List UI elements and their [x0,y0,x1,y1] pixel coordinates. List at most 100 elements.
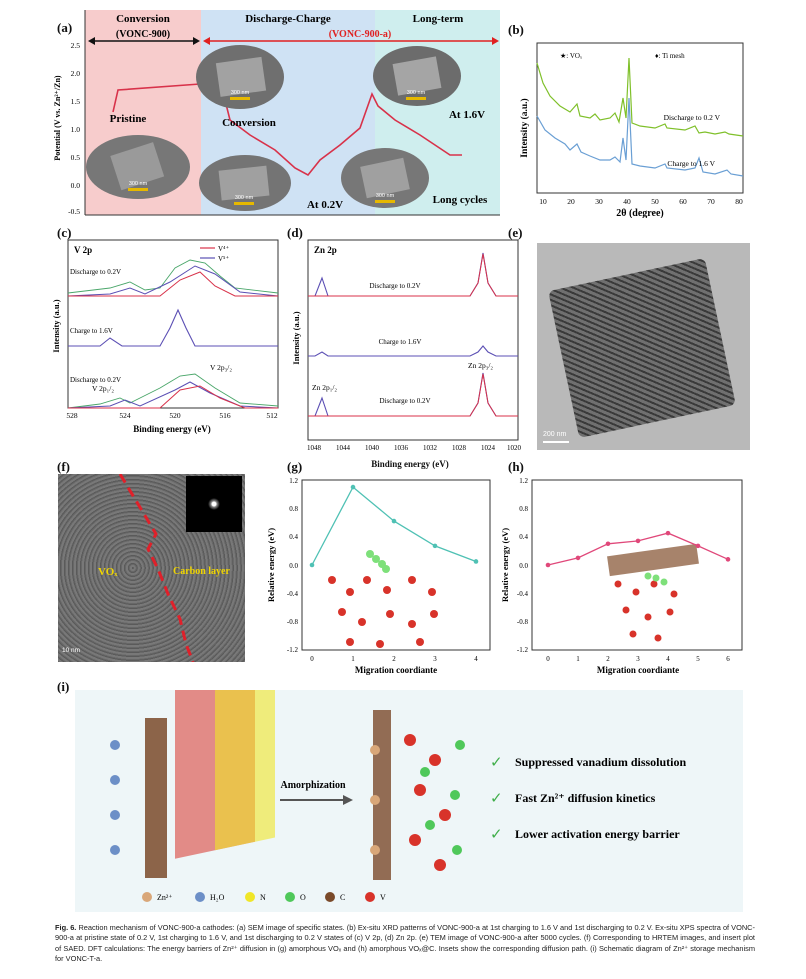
check-icon: ✓ [490,827,503,843]
xtick: 1048 [307,444,322,452]
ytick: 0.0 [519,562,528,570]
xtick: 3 [636,655,640,663]
xtick: 1040 [365,444,380,452]
xtick: 524 [119,411,131,420]
data-point [695,543,701,549]
amorphous-structure [370,710,465,880]
series-label-discharge: Discharge to 0.2 V [664,113,721,122]
panel-b-xlabel: 2θ (degree) [616,208,664,218]
check-icon: ✓ [490,755,503,771]
data-point [605,541,611,547]
ytick: 0.8 [519,505,528,513]
benefit-3: Lower activation energy barrier [515,827,680,841]
scalebar-label: 300 nm [129,181,148,187]
panel-d-xps-zn2p: Intensity (a.u.) Zn 2p Discharge to 0.2V… [291,239,522,452]
panel-c-xticks: 528 524 520 516 512 [66,411,278,420]
xtick: 528 [66,411,78,420]
data-point [575,555,581,561]
panel-d-ylabel: Intensity (a.u.) [291,311,301,364]
xrd-series-charge [536,97,744,177]
panel-f-letter: (f) [57,459,70,474]
panel-b-ylabel: Intensity (a.u.) [519,98,530,157]
series-label-charge: Charge to 1.6 V [667,159,715,168]
xtick: 30 [595,197,603,206]
sem-inset-long-cycles: 300 nm [341,148,429,208]
figure-caption: Fig. 6. Reaction mechanism of VONC-900-a… [55,923,755,965]
xtick: 50 [651,197,659,206]
legend-c: C [340,893,345,902]
ytick: 1.2 [289,477,298,485]
tem-particle [548,258,736,438]
scalebar [543,441,569,443]
label-carbon-layer: Carbon layer [173,566,230,577]
peak-label-v2p1: V 2p₁/₂ [92,384,114,393]
benefit-2: Fast Zn²⁺ diffusion kinetics [515,791,656,805]
data-point [309,562,315,568]
ytick: 1.0 [71,125,81,134]
panel-a-ylabel: Potential (V vs. Zn²⁺/Zn) [53,75,62,160]
label-long-cycles: Long cycles [433,194,488,206]
legend-h2o: H₂O [210,893,225,902]
legend-zn: Zn²⁺ [157,893,173,902]
ytick: 2.0 [71,69,81,78]
sem-inset-0-2v: 300 nm [199,155,291,211]
saed-inset [186,476,242,532]
panel-g-xlabel: Migration coordiante [355,665,437,675]
panel-d-title: Zn 2p [314,245,337,255]
legend-v5: V⁵⁺ [218,255,229,263]
panel-g-energy: Relative energy (eV) 1.2 0.8 0.4 0.0 -0.… [266,477,491,675]
data-point [391,518,397,524]
atom-structure-inset [607,543,699,642]
stage-conversion: Conversion [116,13,170,25]
xtick: 10 [539,197,547,206]
panel-h-yticks: 1.2 0.8 0.4 0.0 -0.4 -0.8 -1.2 [517,477,529,654]
panel-b-letter: (b) [508,22,524,37]
panel-h-ylabel: Relative energy (eV) [500,528,510,602]
ytick: -0.8 [287,618,299,626]
energy-points-g [309,484,479,568]
ytick: 2.5 [71,41,81,50]
xtick: 1032 [423,444,438,452]
ytick: -0.5 [68,207,80,216]
panel-g-xticks: 0 1 2 3 4 [310,655,478,663]
legend-v4: V⁴⁺ [218,245,229,253]
xtick: 1028 [452,444,467,452]
panel-h-letter: (h) [508,459,524,474]
trace-label-2: Charge to 1.6V [379,338,422,346]
label-vox: VOₓ [98,566,118,578]
xtick: 1024 [481,444,496,452]
xtick: 520 [169,411,181,420]
xtick: 1020 [507,444,522,452]
panel-d-letter: (d) [287,225,303,240]
data-point [350,484,356,490]
trace-label-3: Discharge to 0.2V [380,397,431,405]
energy-curve-g [311,486,477,566]
scalebar-label: 10 nm [62,647,81,654]
xtick: 70 [707,197,715,206]
data-point [665,530,671,536]
hrtem-image: VOₓ Carbon layer 10 nm [58,474,245,662]
panel-c-xlabel: Binding energy (eV) [133,424,211,434]
panel-h-energy: Relative energy (eV) 1.2 0.8 0.4 0.0 -0.… [500,477,743,675]
panel-c-ylabel: Intensity (a.u.) [51,299,61,352]
xtick: 3 [433,655,437,663]
ytick: -1.2 [517,646,529,654]
xtick: 4 [474,655,478,663]
scalebar-label: 300 nm [407,90,426,96]
tem-image: 200 nm [537,243,750,450]
xtick: 2 [606,655,610,663]
benefit-1: Suppressed vanadium dissolution [515,755,687,769]
data-point [635,538,641,544]
xtick: 60 [679,197,687,206]
amorphization-label: Amorphization [281,780,346,791]
panel-g-ylabel: Relative energy (eV) [266,528,276,602]
caption-text: Reaction mechanism of VONC-900-a cathode… [55,923,755,964]
xtick: 512 [266,411,278,420]
legend-ti: ♦: Ti mesh [655,52,685,60]
xtick: 5 [696,655,700,663]
xtick: 6 [726,655,730,663]
label-at-1-6v: At 1.6V [449,109,485,121]
ytick: 0.4 [519,533,528,541]
ytick: 0.0 [71,181,81,190]
scalebar-label: 200 nm [543,431,567,438]
